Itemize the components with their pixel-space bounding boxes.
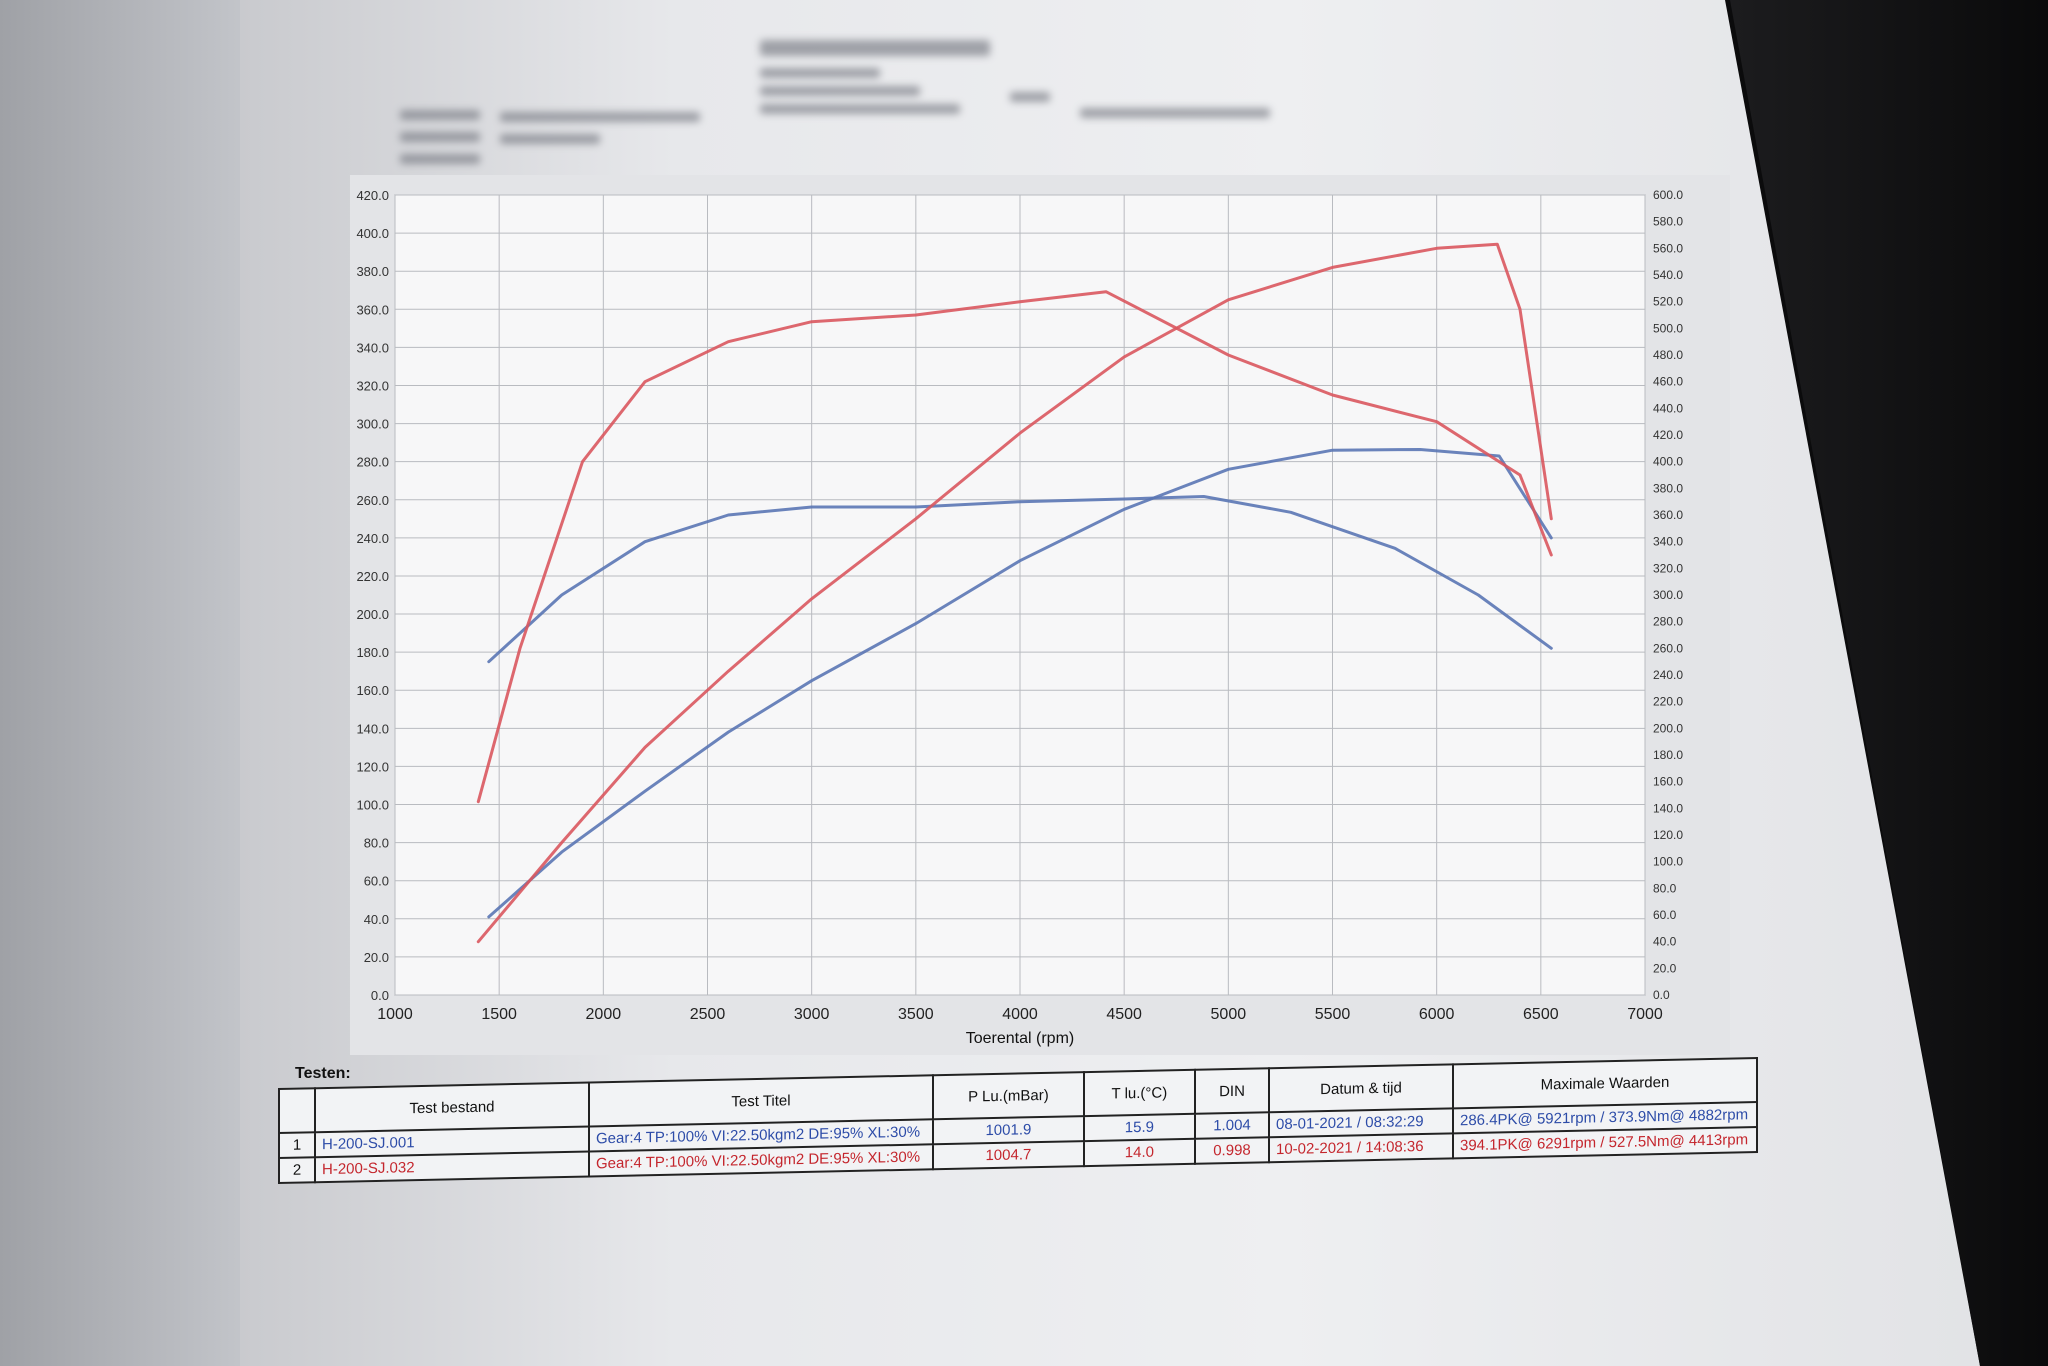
y-left-tick-label: 300.0 (356, 417, 389, 432)
table-header: Datum & tijd (1269, 1064, 1453, 1113)
y-left-tick-label: 60.0 (364, 874, 389, 889)
y-left-tick-label: 0.0 (371, 988, 389, 1003)
y-left-tick-label: 380.0 (356, 264, 389, 279)
table-header: T lu.(°C) (1083, 1069, 1195, 1117)
row-index: 2 (279, 1157, 315, 1183)
y-right-tick-label: 580.0 (1653, 215, 1683, 229)
datum-tijd: 08-01-2021 / 08:32:29 (1269, 1108, 1453, 1138)
x-tick-label: 5500 (1315, 1006, 1351, 1023)
y-right-tick-label: 440.0 (1653, 401, 1683, 415)
table-header: P Lu.(mBar) (933, 1072, 1084, 1120)
chart-svg: 1000 1500 2000 2500 3000 3500 4000 4500 5000 5500… (350, 175, 1730, 1055)
table-header: Test bestand (315, 1082, 589, 1133)
series-line-2 (487, 495, 1553, 664)
testen-label: Testen: (295, 1065, 351, 1082)
y-left-tick-label: 420.0 (356, 188, 389, 203)
x-tick-label: 1500 (481, 1006, 517, 1023)
din: 0.998 (1195, 1137, 1269, 1164)
t-lu: 15.9 (1083, 1113, 1195, 1142)
y-right-tick-label: 280.0 (1653, 615, 1683, 629)
x-tick-label: 5000 (1211, 1006, 1247, 1023)
y-right-tick-label: 300.0 (1653, 588, 1683, 602)
x-tick-label: 6500 (1523, 1006, 1559, 1023)
y-left-tick-label: 200.0 (356, 607, 389, 622)
y-right-tick-label: 340.0 (1653, 535, 1683, 549)
y-right-tick-label: 600.0 (1653, 188, 1683, 202)
y-right-tick-label: 180.0 (1653, 748, 1683, 762)
y-left-tick-label: 40.0 (364, 912, 389, 927)
y-left-tick-label: 140.0 (356, 721, 389, 736)
y-left-tick-label: 20.0 (364, 950, 389, 965)
table-header: DIN (1195, 1068, 1269, 1114)
y-left-tick-label: 120.0 (356, 759, 389, 774)
y-right-tick-label: 0.0 (1653, 988, 1670, 1002)
x-tick-label: 3000 (794, 1006, 830, 1023)
table-header: Maximale Waarden (1453, 1058, 1757, 1109)
din: 1.004 (1195, 1112, 1269, 1139)
y-right-tick-label: 140.0 (1653, 801, 1683, 815)
y-right-tick-label: 400.0 (1653, 455, 1683, 469)
y-right-tick-label: 260.0 (1653, 641, 1683, 655)
x-tick-label: 6000 (1419, 1006, 1455, 1023)
y-left-tick-label: 220.0 (356, 569, 389, 584)
x-axis-label: Toerental (rpm) (966, 1030, 1074, 1047)
y-left-tick-label: 360.0 (356, 302, 389, 317)
y-left-tick-label: 180.0 (356, 645, 389, 660)
y-right-tick-label: 60.0 (1653, 908, 1677, 922)
x-tick-label: 1000 (377, 1006, 413, 1023)
y-right-tick-label: 420.0 (1653, 428, 1683, 442)
y-right-tick-label: 20.0 (1653, 961, 1677, 975)
y-left-tick-label: 80.0 (364, 836, 389, 851)
y-right-tick-label: 380.0 (1653, 481, 1683, 495)
y-left-tick-label: 160.0 (356, 683, 389, 698)
y-right-tick-label: 320.0 (1653, 561, 1683, 575)
x-tick-label: 4500 (1106, 1006, 1142, 1023)
p-lu: 1004.7 (933, 1141, 1084, 1170)
x-tick-label: 3500 (898, 1006, 934, 1023)
series-line-1 (487, 448, 1553, 919)
x-tick-label: 7000 (1627, 1006, 1663, 1023)
y-left-tick-label: 340.0 (356, 340, 389, 355)
y-right-tick-label: 100.0 (1653, 855, 1683, 869)
maximale-waarden: 394.1PK@ 6291rpm / 527.5Nm@ 4413rpm (1453, 1127, 1757, 1159)
y-right-tick-label: 160.0 (1653, 775, 1683, 789)
y-right-tick-label: 540.0 (1653, 268, 1683, 282)
y-right-tick-label: 240.0 (1653, 668, 1683, 682)
p-lu: 1001.9 (933, 1116, 1084, 1145)
row-index: 1 (279, 1132, 315, 1158)
x-tick-label: 2500 (690, 1006, 726, 1023)
y-right-tick-label: 200.0 (1653, 721, 1683, 735)
y-right-tick-label: 80.0 (1653, 881, 1677, 895)
y-left-tick-label: 400.0 (356, 226, 389, 241)
y-left-tick-label: 100.0 (356, 798, 389, 813)
y-right-tick-label: 520.0 (1653, 295, 1683, 309)
blurred-header (380, 20, 1380, 180)
t-lu: 14.0 (1083, 1138, 1195, 1167)
y-left-tick-label: 280.0 (356, 455, 389, 470)
y-right-tick-label: 220.0 (1653, 695, 1683, 709)
x-tick-label: 2000 (586, 1006, 622, 1023)
series-line-4 (476, 290, 1553, 804)
y-right-tick-label: 560.0 (1653, 241, 1683, 255)
y-right-tick-label: 120.0 (1653, 828, 1683, 842)
x-tick-label: 4000 (1002, 1006, 1038, 1023)
test-bestand: H-200-SJ.032 (315, 1151, 589, 1183)
y-left-tick-label: 240.0 (356, 531, 389, 546)
table-header (279, 1088, 315, 1133)
dyno-chart: 1000 1500 2000 2500 3000 3500 4000 4500 5000 5500… (340, 170, 1760, 1070)
y-right-tick-label: 360.0 (1653, 508, 1683, 522)
y-right-tick-label: 460.0 (1653, 375, 1683, 389)
y-left-tick-label: 320.0 (356, 378, 389, 393)
table-header: Test Titel (589, 1075, 933, 1127)
y-left-tick-label: 260.0 (356, 493, 389, 508)
y-right-tick-label: 40.0 (1653, 935, 1677, 949)
datum-tijd: 10-02-2021 / 14:08:36 (1269, 1133, 1453, 1163)
series-line-3 (476, 242, 1553, 944)
y-right-tick-label: 500.0 (1653, 321, 1683, 335)
y-right-tick-label: 480.0 (1653, 348, 1683, 362)
